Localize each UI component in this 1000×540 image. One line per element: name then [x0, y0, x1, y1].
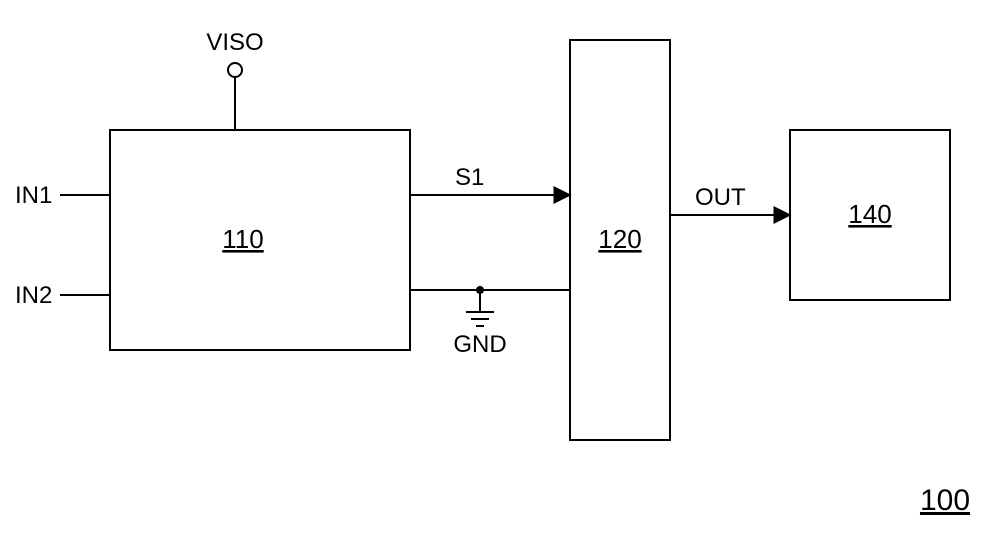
block-120-label: 120: [598, 224, 641, 254]
in1-label: IN1: [15, 182, 52, 209]
figure-number: 100: [920, 484, 970, 517]
ground-symbol-icon: [466, 312, 494, 326]
gnd-label: GND: [453, 331, 506, 358]
out-label: OUT: [695, 184, 746, 211]
block-110-label: 110: [222, 224, 263, 254]
viso-label: VISO: [206, 29, 263, 56]
viso-terminal-icon: [228, 63, 242, 77]
s1-label: S1: [455, 164, 484, 191]
block-140-label: 140: [848, 199, 891, 229]
in2-label: IN2: [15, 282, 52, 309]
